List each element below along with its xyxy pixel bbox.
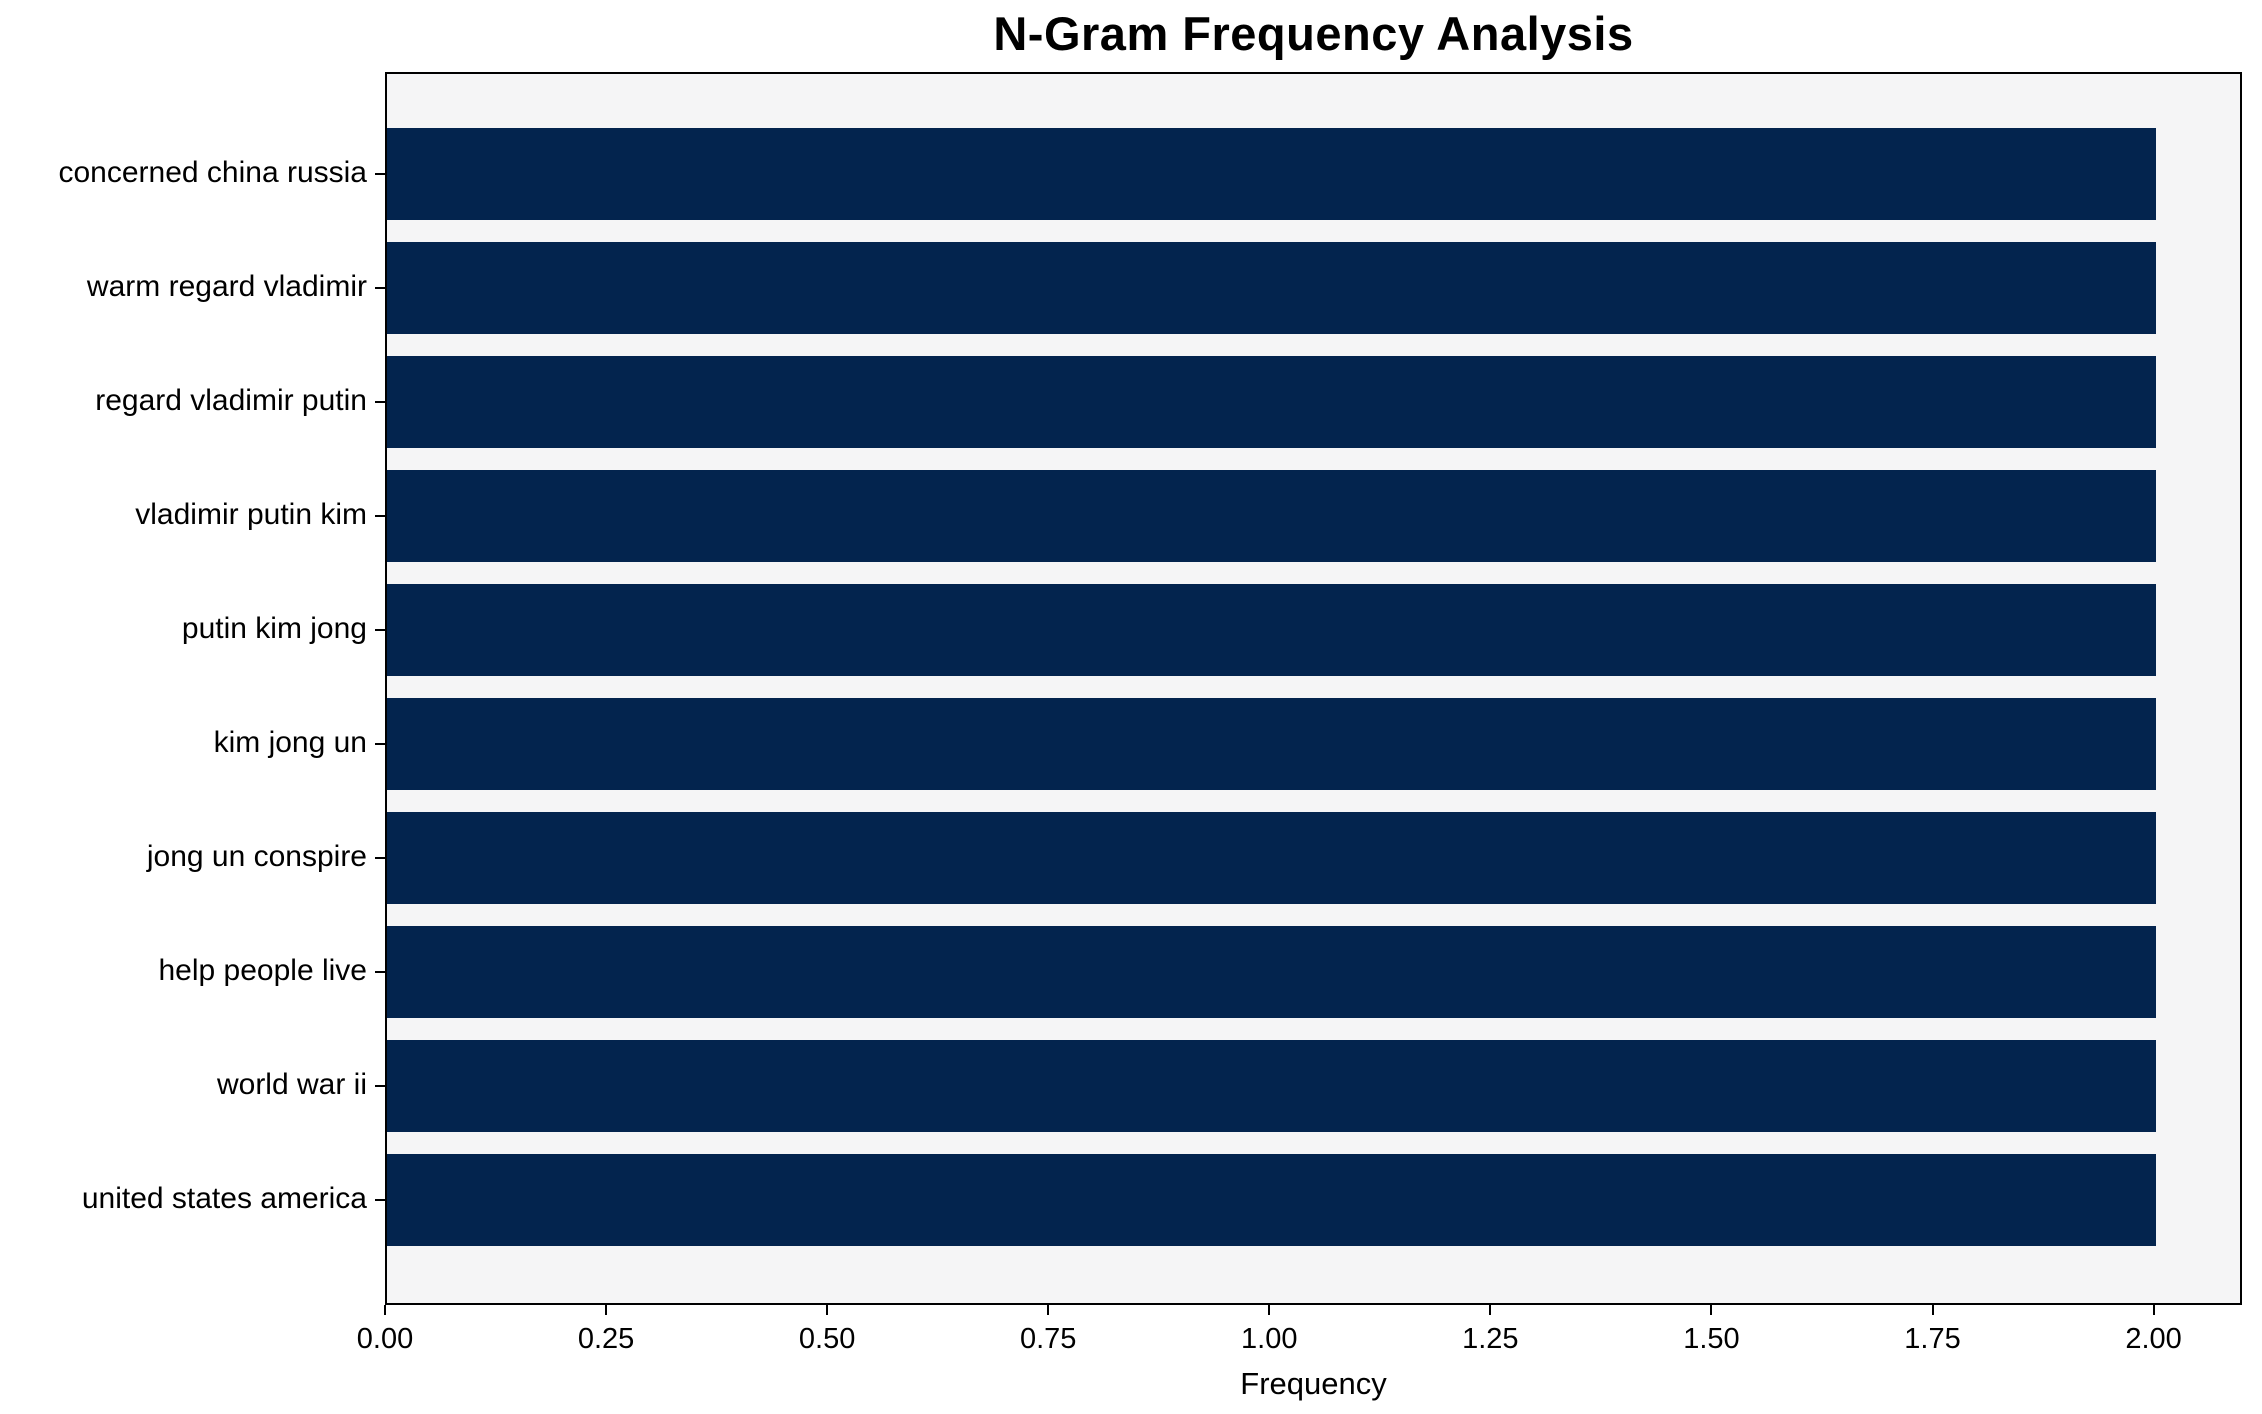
bar (387, 356, 2156, 448)
bar (387, 584, 2156, 676)
y-tick-label: vladimir putin kim (135, 498, 367, 531)
bar (387, 128, 2156, 220)
y-tick-label: concerned china russia (58, 156, 367, 189)
x-tick-mark (1047, 1305, 1050, 1315)
x-tick-mark (1268, 1305, 1271, 1315)
x-tick-label: 1.75 (1904, 1323, 1961, 1355)
x-tick-label: 1.00 (1241, 1323, 1298, 1355)
bar (387, 1040, 2156, 1132)
y-tick-label: world war ii (216, 1068, 367, 1101)
y-tick-mark (375, 971, 385, 973)
y-tick-mark (375, 1085, 385, 1087)
x-tick-label: 0.00 (356, 1323, 414, 1355)
x-tick-label: 0.50 (798, 1323, 856, 1355)
bar (387, 812, 2156, 904)
x-tick-mark (1931, 1305, 1934, 1315)
chart-title: N-Gram Frequency Analysis (993, 7, 1634, 60)
bar (387, 470, 2156, 562)
x-tick-mark (384, 1305, 386, 1315)
x-tick-label: 0.25 (577, 1323, 635, 1355)
y-tick-label: regard vladimir putin (95, 384, 367, 417)
y-tick-label: kim jong un (213, 726, 367, 759)
y-tick-label: united states america (81, 1182, 367, 1215)
y-tick-mark (375, 173, 385, 175)
x-tick-label: 2.00 (2125, 1323, 2182, 1355)
y-tick-mark (375, 515, 385, 517)
x-tick-mark (605, 1305, 608, 1315)
bar (387, 698, 2156, 790)
x-tick-mark (1710, 1305, 1713, 1315)
plot-area (385, 72, 2242, 1305)
x-tick-mark (826, 1305, 829, 1315)
y-tick-mark (375, 857, 385, 859)
y-tick-label: putin kim jong (181, 612, 367, 645)
y-tick-mark (375, 287, 385, 289)
x-tick-label: 0.75 (1019, 1323, 1077, 1355)
y-tick-mark (375, 401, 385, 403)
y-tick-label: jong un conspire (146, 840, 367, 873)
y-tick-mark (375, 629, 385, 631)
bar (387, 242, 2156, 334)
x-tick-mark (2152, 1305, 2155, 1315)
x-tick-label: 1.50 (1683, 1323, 1740, 1355)
bar (387, 926, 2156, 1018)
x-axis-label: Frequency (1240, 1366, 1387, 1401)
y-tick-mark (375, 1199, 385, 1201)
y-tick-label: warm regard vladimir (86, 270, 367, 303)
x-tick-label: 1.25 (1462, 1323, 1519, 1355)
y-tick-mark (375, 743, 385, 745)
y-tick-label: help people live (158, 954, 368, 987)
x-tick-mark (1489, 1305, 1492, 1315)
bar (387, 1154, 2156, 1246)
